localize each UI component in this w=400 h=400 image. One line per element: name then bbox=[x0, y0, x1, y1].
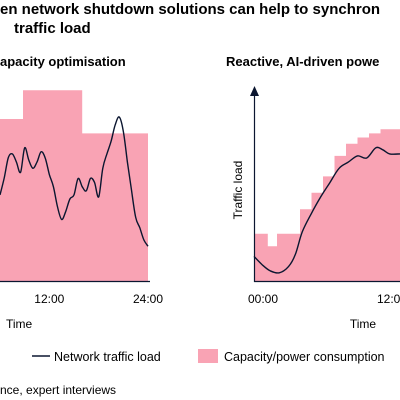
source-note: nce, expert interviews bbox=[0, 383, 117, 397]
legend: Network traffic load Capacity/power cons… bbox=[32, 349, 385, 364]
right-traffic-line bbox=[253, 146, 400, 274]
left-panel-title: apacity optimisation bbox=[0, 54, 126, 69]
legend-traffic-label: Network traffic load bbox=[54, 350, 161, 364]
left-traffic-line bbox=[0, 116, 149, 247]
right-x-axis-label: Time bbox=[350, 317, 377, 331]
headline: en network shutdown solutions can help t… bbox=[0, 0, 380, 38]
headline-line-1: en network shutdown solutions can help t… bbox=[0, 1, 381, 18]
left-x-tick-12: 12:00 bbox=[34, 292, 64, 306]
right-panel-title: Reactive, AI-driven powe bbox=[226, 54, 380, 69]
headline-line-2: traffic load bbox=[14, 20, 91, 37]
left-x-axis-label: Time bbox=[6, 317, 33, 331]
legend-capacity-swatch bbox=[198, 349, 218, 363]
left-chart: 12:00 24:00 Time bbox=[0, 90, 163, 331]
right-y-axis-label: Traffic load bbox=[231, 161, 245, 220]
legend-capacity-label: Capacity/power consumption bbox=[224, 350, 385, 364]
right-x-tick-00: 00:00 bbox=[248, 292, 278, 306]
right-y-axis-arrow-icon bbox=[250, 86, 259, 96]
left-x-tick-24: 24:00 bbox=[133, 292, 163, 306]
right-x-tick-12: 12:00 bbox=[377, 292, 400, 306]
left-capacity-area bbox=[0, 90, 148, 281]
right-chart: Traffic load 00:00 12:00 Time bbox=[231, 86, 400, 331]
right-capacity-area bbox=[254, 129, 400, 281]
